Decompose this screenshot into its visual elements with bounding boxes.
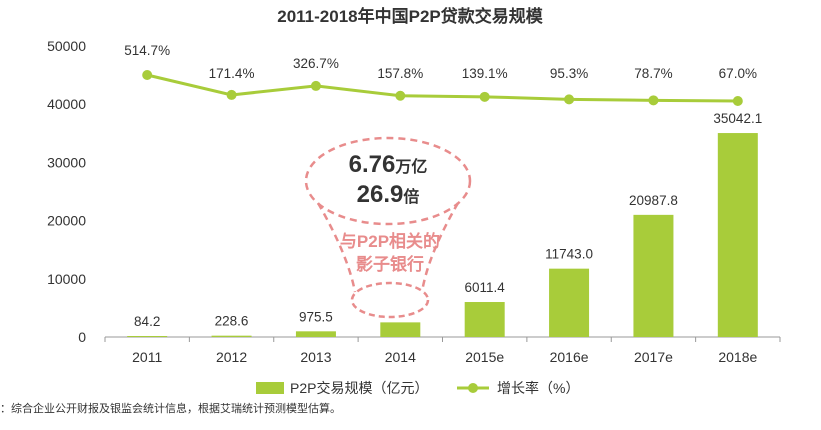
callout-ratio-number: 26.9 [357, 181, 404, 208]
x-tick-label: 2017e [634, 349, 673, 365]
legend-bar-label: P2P交易规模（亿元） [290, 380, 428, 396]
callout-value-unit: 万亿 [394, 157, 427, 176]
growth-rate-label: 514.7% [124, 43, 170, 58]
x-tick-label: 2012 [216, 349, 247, 365]
legend-bar-swatch [256, 382, 284, 394]
callout-ratio: 26.9倍 [357, 181, 420, 208]
callout-top-ellipse [304, 136, 472, 226]
growth-rate-label: 326.7% [293, 56, 339, 71]
x-tick-label: 2014 [385, 349, 416, 365]
bar [211, 335, 252, 337]
bar-value-label: 11743.0 [545, 247, 593, 262]
bar-value-label: 975.5 [299, 309, 333, 324]
bar [380, 322, 421, 337]
bar-value-label: 35042.1 [713, 111, 762, 126]
bar [295, 331, 336, 337]
x-tick-label: 2011 [132, 349, 162, 365]
growth-rate-line [146, 73, 738, 103]
callout-bottom-ellipse [350, 281, 430, 319]
bar [464, 302, 505, 337]
callout-annotation: 6.76万亿 26.9倍 与P2P相关的 影子银行 [304, 136, 472, 319]
x-tick-label: 2013 [300, 349, 331, 365]
y-tick-label: 20000 [47, 213, 86, 229]
callout-funnel-left [316, 202, 357, 293]
y-tick-label: 30000 [47, 154, 86, 170]
callout-caption-line1: 与P2P相关的 [340, 231, 440, 251]
bar-value-label: 20987.8 [629, 193, 678, 208]
growth-rate-point [732, 96, 743, 106]
legend-line-label: 增长率（%） [497, 380, 579, 396]
x-axis: 2011 2012 2013 2014 2015e 2016e 2017e 2018e [104, 337, 781, 365]
x-tick-label: 2018e [718, 349, 757, 365]
bar-value-label: 84.2 [134, 314, 160, 329]
source-note: ：综合企业公开财报及银监会统计信息，根据艾瑞统计预测模型估算。 [0, 401, 341, 415]
growth-rate-point [226, 89, 237, 100]
y-tick-label: 0 [78, 329, 86, 345]
growth-rate-point [564, 94, 575, 105]
x-tick-label: 2015e [465, 349, 504, 365]
callout-funnel-right [420, 202, 460, 293]
y-tick-label: 40000 [47, 96, 86, 112]
growth-rate-label: 139.1% [462, 66, 508, 81]
growth-rate-label: 67.0% [719, 66, 757, 81]
growth-rate-series [142, 70, 743, 106]
bar-series [127, 133, 758, 337]
bar-value-label: 6011.4 [465, 280, 506, 295]
growth-rate-point [310, 80, 321, 91]
y-axis: 0 10000 20000 30000 40000 50000 [47, 38, 86, 345]
growth-rate-label: 78.7% [634, 66, 672, 81]
callout-ratio-unit: 倍 [403, 187, 419, 206]
y-tick-label: 50000 [47, 38, 86, 54]
growth-rate-label: 95.3% [550, 66, 588, 81]
callout-value-number: 6.76 [349, 151, 396, 178]
growth-rate-label: 171.4% [209, 66, 255, 81]
bar [717, 133, 758, 337]
x-tick-label: 2016e [550, 349, 589, 365]
callout-value: 6.76万亿 [349, 151, 428, 178]
growth-rate-labels: 514.7% 171.4% 326.7% 157.8% 139.1% 95.3% 78.7%… [124, 43, 757, 81]
growth-rate-point [648, 95, 659, 106]
chart-title: 2011-2018年中国P2P贷款交易规模 [277, 6, 543, 26]
growth-rate-point [395, 90, 406, 101]
bar [549, 268, 590, 337]
growth-rate-point [479, 91, 490, 102]
growth-rate-label: 157.8% [377, 66, 423, 81]
bar [633, 214, 674, 337]
y-tick-label: 10000 [47, 271, 86, 287]
callout-caption-line2: 影子银行 [356, 254, 424, 274]
growth-rate-point [142, 70, 153, 80]
bar [127, 336, 168, 337]
legend-line-marker [468, 383, 478, 393]
bar-value-label: 228.6 [215, 314, 249, 329]
legend: P2P交易规模（亿元） 增长率（%） [256, 380, 579, 396]
